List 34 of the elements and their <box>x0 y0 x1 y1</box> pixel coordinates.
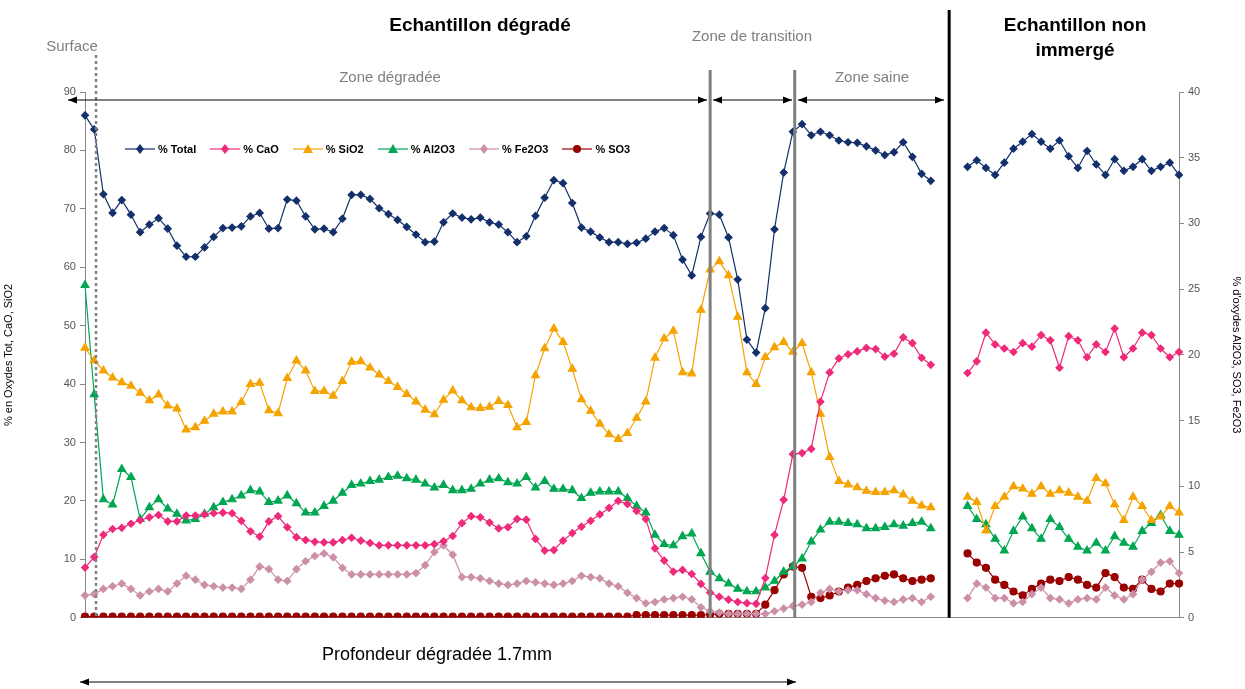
y2-tick-label: 10 <box>1188 479 1201 492</box>
y2-tick-label: 35 <box>1188 150 1201 163</box>
text: Profondeur dégradée 1.7mm <box>320 644 554 665</box>
legend-label: % SiO2 <box>325 143 364 155</box>
legend-label: % CaO <box>243 143 279 155</box>
text: Zone saine <box>833 68 911 85</box>
y2-tick-label: 0 <box>1188 610 1195 623</box>
text: Surface <box>45 37 99 54</box>
legend-label: % Total <box>158 143 197 155</box>
chart-title: Echantillon dégradé <box>388 13 572 37</box>
y-tick-label: 80 <box>63 143 76 156</box>
text: Zone dégradée <box>338 68 442 85</box>
y-tick-label: 70 <box>63 201 76 214</box>
y-tick-label: 20 <box>63 493 76 506</box>
y-tick-label: 50 <box>63 318 76 331</box>
y2-tick-label: 30 <box>1188 216 1201 229</box>
y-tick-label: 30 <box>63 435 76 448</box>
y2-tick-label: 25 <box>1188 282 1201 295</box>
y2-tick-label: 15 <box>1188 413 1201 426</box>
y-tick-label: 90 <box>63 85 76 98</box>
y2-tick-label: 40 <box>1188 85 1201 98</box>
text: Echantillon non immergé <box>1002 13 1148 62</box>
y-tick-label: 0 <box>69 610 76 623</box>
legend-label: % SO3 <box>595 143 631 155</box>
y-tick-label: 10 <box>63 552 76 565</box>
y-axis-title: % en Oxydes Tot, CaO, SiO2 <box>1 283 14 427</box>
y-tick-label: 40 <box>63 377 76 390</box>
y2-axis-title: % d'oxydes Al2O3, SO3, Fe2O3 <box>1231 276 1244 434</box>
y-tick-label: 60 <box>63 260 76 273</box>
legend-label: % Fe2O3 <box>501 143 549 155</box>
legend-label: % Al2O3 <box>410 143 455 155</box>
text: Zone de transition <box>691 27 813 44</box>
y2-tick-label: 5 <box>1188 545 1195 558</box>
y2-tick-label: 20 <box>1188 347 1201 360</box>
